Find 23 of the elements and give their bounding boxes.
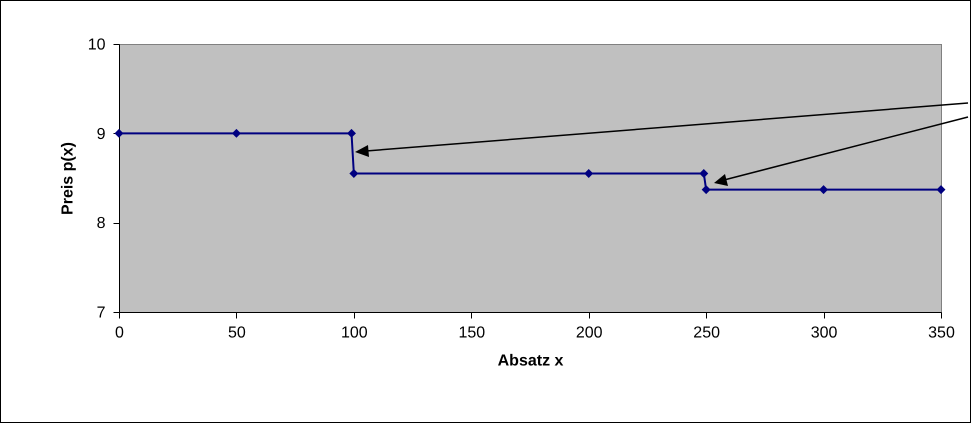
- x-axis-title: Absatz x: [498, 352, 564, 370]
- point: [819, 185, 828, 194]
- x-tick-label: 200: [576, 324, 603, 342]
- x-tick-label: 250: [693, 324, 720, 342]
- point: [702, 185, 711, 194]
- point: [349, 169, 358, 178]
- x-tick-label: 100: [341, 324, 368, 342]
- x-tick-label: 0: [115, 324, 124, 342]
- y-tick-label: 10: [88, 36, 106, 54]
- y-tick-label: 7: [96, 304, 106, 322]
- point: [584, 169, 594, 178]
- point: [232, 128, 241, 138]
- point: [347, 128, 356, 138]
- point: [936, 185, 946, 194]
- x-tick-label: 350: [928, 324, 955, 342]
- y-tick-label: 8: [96, 215, 106, 232]
- x-tick-label: 150: [458, 324, 486, 342]
- x-tick-label: 300: [810, 324, 838, 342]
- y-tick-label: 9: [96, 126, 106, 143]
- point: [114, 128, 124, 138]
- point: [699, 169, 708, 178]
- x-tick-label: 50: [228, 324, 246, 342]
- y-axis-title: Preis p(x): [60, 142, 77, 215]
